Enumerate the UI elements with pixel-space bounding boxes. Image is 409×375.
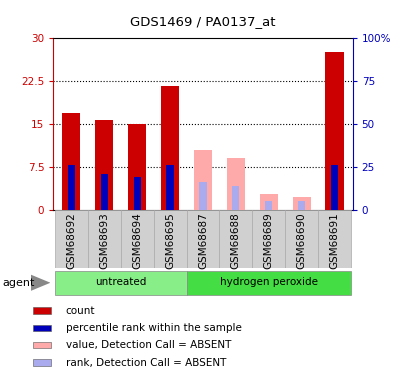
Bar <box>55 210 88 268</box>
Bar <box>153 210 186 268</box>
Bar <box>33 325 51 331</box>
Bar <box>265 201 272 210</box>
Bar <box>193 150 211 210</box>
Text: percentile rank within the sample: percentile rank within the sample <box>66 323 241 333</box>
Bar <box>95 120 113 210</box>
Text: value, Detection Call = ABSENT: value, Detection Call = ABSENT <box>66 340 231 350</box>
Text: count: count <box>66 306 95 315</box>
Text: GSM68689: GSM68689 <box>263 212 273 269</box>
Bar <box>186 210 219 268</box>
Text: GSM68691: GSM68691 <box>329 212 339 269</box>
Text: GSM68690: GSM68690 <box>296 212 306 269</box>
Bar <box>285 210 317 268</box>
Bar <box>33 342 51 348</box>
Bar <box>317 210 350 268</box>
Text: agent: agent <box>2 278 34 288</box>
Bar <box>161 86 179 210</box>
Bar <box>297 201 304 210</box>
Bar <box>259 194 277 210</box>
Bar <box>128 124 146 210</box>
Bar <box>330 165 337 210</box>
Bar <box>55 271 186 295</box>
Bar <box>231 186 239 210</box>
Bar <box>325 52 343 210</box>
Bar <box>199 182 206 210</box>
Text: GSM68694: GSM68694 <box>132 212 142 269</box>
Bar <box>88 210 120 268</box>
Bar <box>226 158 244 210</box>
Bar <box>252 210 285 268</box>
Text: GDS1469 / PA0137_at: GDS1469 / PA0137_at <box>130 15 275 28</box>
Bar <box>219 210 252 268</box>
Bar <box>186 271 350 295</box>
Text: untreated: untreated <box>95 277 146 287</box>
Text: GSM68688: GSM68688 <box>230 212 240 269</box>
Text: rank, Detection Call = ABSENT: rank, Detection Call = ABSENT <box>66 358 226 368</box>
Text: GSM68692: GSM68692 <box>66 212 76 269</box>
Bar <box>120 210 153 268</box>
Text: GSM68687: GSM68687 <box>198 212 207 269</box>
Text: hydrogen peroxide: hydrogen peroxide <box>219 277 317 287</box>
Bar <box>33 360 51 366</box>
Bar <box>166 165 173 210</box>
Bar <box>62 113 80 210</box>
Bar <box>133 177 140 210</box>
Text: GSM68693: GSM68693 <box>99 212 109 269</box>
Bar <box>33 308 51 314</box>
Text: GSM68695: GSM68695 <box>165 212 175 269</box>
Bar <box>67 165 75 210</box>
Bar <box>292 197 310 210</box>
Polygon shape <box>31 274 50 291</box>
Bar <box>101 174 108 210</box>
